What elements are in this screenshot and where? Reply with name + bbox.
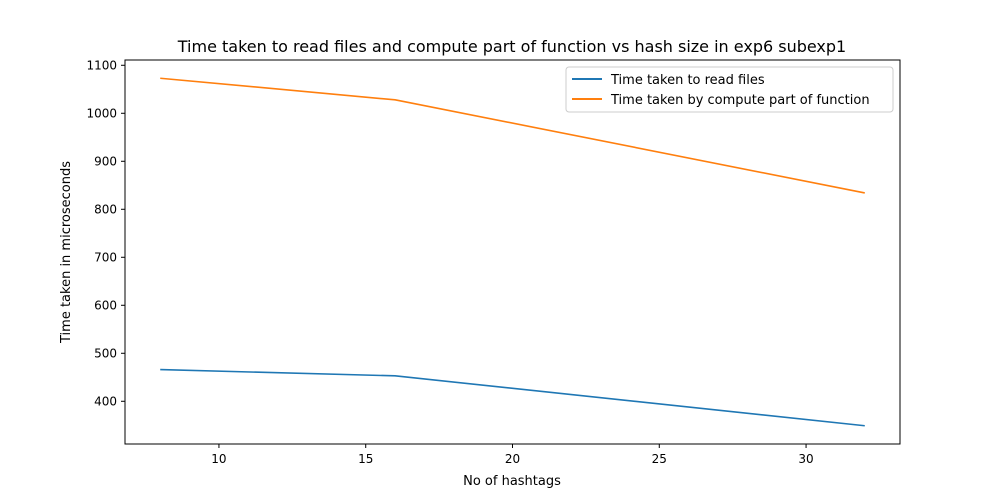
x-tick-label: 30 bbox=[798, 452, 813, 466]
legend-label-read-files: Time taken to read files bbox=[610, 73, 765, 88]
y-tick-label: 600 bbox=[94, 298, 117, 312]
y-axis-label: Time taken in microseconds bbox=[59, 161, 74, 344]
y-tick-label: 900 bbox=[94, 154, 117, 168]
series-line-read-files bbox=[160, 368, 865, 427]
x-tick-label: 15 bbox=[358, 452, 373, 466]
plot-area bbox=[124, 59, 901, 445]
y-tick-label: 500 bbox=[94, 346, 117, 360]
x-tick-label: 10 bbox=[211, 452, 226, 466]
x-axis-ticks: 10 15 20 25 30 bbox=[211, 444, 814, 466]
y-tick-label: 700 bbox=[94, 250, 117, 264]
legend-box bbox=[565, 66, 894, 113]
y-tick-label: 1100 bbox=[86, 58, 117, 72]
legend-label-compute: Time taken by compute part of function bbox=[610, 93, 870, 108]
legend: Time taken to read files Time taken by c… bbox=[565, 66, 894, 113]
x-tick-label: 25 bbox=[652, 452, 667, 466]
x-tick-label: 20 bbox=[505, 452, 520, 466]
y-tick-label: 400 bbox=[94, 394, 117, 408]
y-tick-label: 800 bbox=[94, 202, 117, 216]
series-lines bbox=[160, 77, 865, 427]
y-axis-ticks: 400 500 600 700 800 900 1000 1100 bbox=[86, 58, 125, 408]
x-axis-label: No of hashtags bbox=[463, 474, 561, 489]
chart-title: Time taken to read files and compute par… bbox=[177, 37, 846, 56]
y-tick-label: 1000 bbox=[86, 106, 117, 120]
series-line-compute bbox=[160, 77, 865, 194]
